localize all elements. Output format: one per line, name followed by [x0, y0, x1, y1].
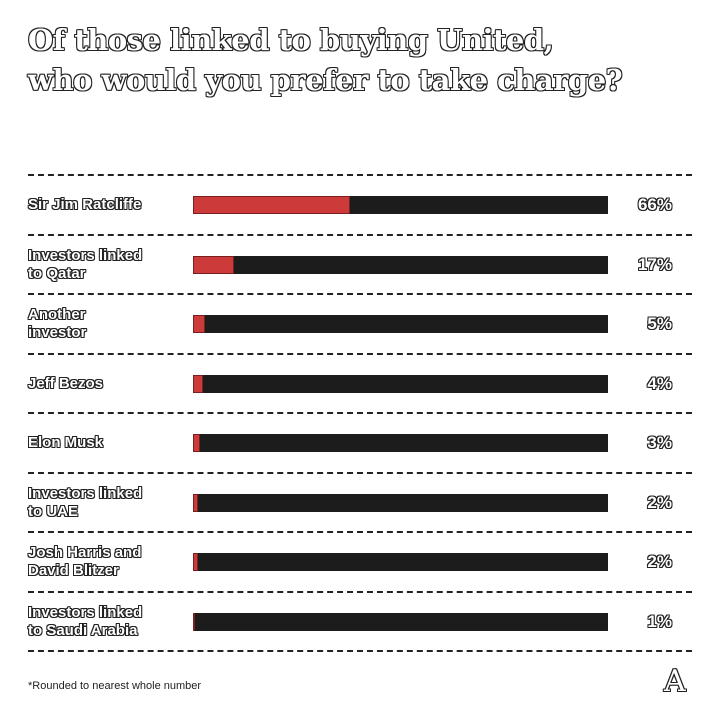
bar-track: [193, 434, 608, 452]
bar-track: [193, 553, 608, 571]
row-divider: [28, 412, 692, 414]
value-label: 1%: [647, 611, 672, 631]
row-divider: [28, 650, 692, 652]
row-divider: [28, 531, 692, 533]
row-divider: [28, 233, 692, 236]
value-label: 2%: [647, 552, 672, 571]
category-label-line: Elon Musk: [28, 434, 104, 451]
bar-track: [193, 374, 608, 393]
category-label-line: Another: [28, 306, 86, 323]
category-label-line: Investors linked: [28, 484, 143, 502]
category-label-line: Investors linked: [28, 246, 143, 264]
category-label-line: to Saudi Arabia: [28, 621, 138, 639]
category-label: Investors linked to UAE: [28, 483, 188, 523]
category-label-line: to UAE: [28, 502, 78, 520]
row-divider: [28, 471, 692, 474]
title-line-1: Of those linked to buying United,: [28, 23, 554, 57]
row-divider: [28, 352, 692, 355]
bar-fill: [193, 196, 351, 214]
bar-fill: [193, 612, 196, 631]
category-label: Another investor: [28, 304, 188, 344]
category-label: Josh Harris and David Blitzer: [28, 542, 188, 582]
category-label: Elon Musk: [28, 423, 188, 463]
category-label-line: to Qatar: [28, 264, 86, 282]
bar-track: [193, 612, 608, 631]
value-label: 3%: [647, 433, 672, 452]
value-label: 66%: [637, 195, 672, 214]
footnote: *Rounded to nearest whole number: [28, 680, 202, 692]
bar-fill: [193, 255, 234, 274]
category-label-line: David Blitzer: [28, 562, 119, 579]
bar-fill: [193, 374, 203, 393]
bar-track: [193, 255, 608, 274]
bar-fill: [193, 434, 201, 452]
chart-title: Of those linked to buying United, who wo…: [28, 20, 623, 100]
bar-fill: [193, 315, 205, 333]
bar-track: [193, 493, 608, 512]
bar-track: [193, 196, 608, 214]
category-label: Sir Jim Ratcliffe: [28, 185, 188, 225]
category-label: Investors linked to Saudi Arabia: [28, 602, 188, 642]
category-label: Investors linked to Qatar: [28, 245, 188, 285]
value-label: 2%: [647, 492, 672, 512]
category-label-line: Jeff Bezos: [28, 374, 104, 392]
title-line-2: who would you prefer to take charge?: [28, 63, 623, 97]
logo: A: [664, 664, 686, 699]
category-label-line: investor: [28, 324, 87, 341]
bar-fill: [193, 493, 198, 512]
category-label: Jeff Bezos: [28, 364, 188, 404]
value-label: 5%: [647, 314, 672, 333]
category-label-line: Investors linked: [28, 603, 143, 621]
bar-fill: [193, 553, 198, 571]
value-label: 17%: [637, 254, 672, 274]
category-label-line: Sir Jim Ratcliffe: [28, 196, 142, 213]
row-divider: [28, 590, 692, 593]
bar-track: [193, 315, 608, 333]
category-label-line: Josh Harris and: [28, 544, 142, 561]
value-label: 4%: [647, 373, 672, 393]
row-divider: [28, 174, 692, 176]
row-divider: [28, 293, 692, 295]
